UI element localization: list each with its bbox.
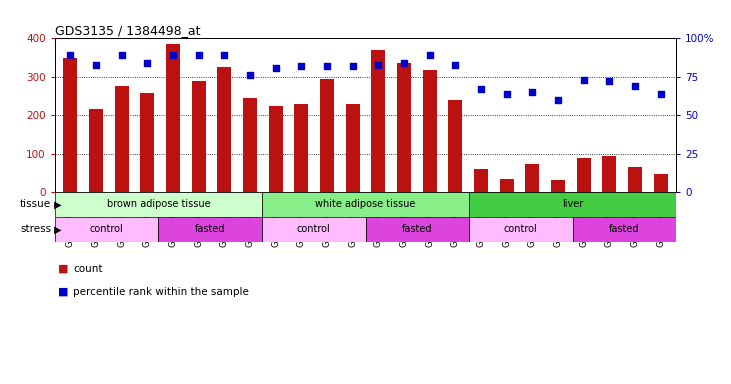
Bar	[448, 100, 463, 192]
Point	[115, 52, 127, 58]
Bar	[140, 93, 154, 192]
Bar	[217, 67, 231, 192]
Text: ▶: ▶	[51, 224, 62, 235]
Point	[90, 61, 102, 68]
Text: fasted: fasted	[402, 224, 433, 235]
Bar	[654, 174, 668, 192]
Point	[193, 52, 205, 58]
Text: ■: ■	[58, 264, 69, 274]
Bar	[371, 50, 385, 192]
Point	[373, 61, 385, 68]
Point	[64, 52, 76, 58]
Bar	[192, 81, 205, 192]
Point	[552, 97, 564, 103]
Text: count: count	[73, 264, 102, 274]
Point	[219, 52, 230, 58]
Text: brown adipose tissue: brown adipose tissue	[107, 199, 211, 210]
Text: control: control	[90, 224, 124, 235]
Text: percentile rank within the sample: percentile rank within the sample	[73, 287, 249, 297]
Point	[295, 63, 307, 69]
Point	[398, 60, 410, 66]
Point	[526, 89, 538, 95]
Text: GDS3135 / 1384498_at: GDS3135 / 1384498_at	[55, 24, 200, 37]
Bar	[577, 158, 591, 192]
Bar	[262, 217, 366, 242]
Bar	[551, 180, 565, 192]
Bar	[55, 217, 159, 242]
Point	[321, 63, 333, 69]
Point	[475, 86, 487, 92]
Bar	[262, 192, 469, 217]
Point	[604, 78, 616, 84]
Bar	[243, 98, 257, 192]
Point	[629, 83, 641, 89]
Bar	[159, 217, 262, 242]
Text: ■: ■	[58, 287, 69, 297]
Bar	[423, 70, 436, 192]
Text: white adipose tissue: white adipose tissue	[315, 199, 416, 210]
Bar	[628, 167, 642, 192]
Text: fasted: fasted	[195, 224, 225, 235]
Point	[270, 65, 281, 71]
Bar	[469, 192, 676, 217]
Text: control: control	[504, 224, 538, 235]
Bar	[469, 217, 572, 242]
Bar	[366, 217, 469, 242]
Bar	[572, 217, 676, 242]
Bar	[320, 79, 334, 192]
Text: stress: stress	[20, 224, 51, 235]
Bar	[346, 104, 360, 192]
Point	[450, 61, 461, 68]
Point	[346, 63, 358, 69]
Bar	[166, 44, 180, 192]
Text: ▶: ▶	[51, 199, 62, 210]
Point	[578, 77, 590, 83]
Point	[244, 72, 256, 78]
Bar	[55, 192, 262, 217]
Bar	[295, 104, 308, 192]
Bar	[474, 169, 488, 192]
Point	[424, 52, 436, 58]
Point	[141, 60, 153, 66]
Bar	[526, 164, 539, 192]
Bar	[397, 63, 411, 192]
Text: control: control	[297, 224, 330, 235]
Point	[655, 91, 667, 97]
Point	[167, 52, 179, 58]
Text: tissue: tissue	[20, 199, 51, 210]
Point	[501, 91, 512, 97]
Bar	[63, 58, 77, 192]
Bar	[115, 86, 129, 192]
Bar	[89, 109, 103, 192]
Text: liver: liver	[562, 199, 583, 210]
Bar	[602, 156, 616, 192]
Text: fasted: fasted	[609, 224, 640, 235]
Bar	[500, 179, 514, 192]
Bar	[268, 106, 283, 192]
